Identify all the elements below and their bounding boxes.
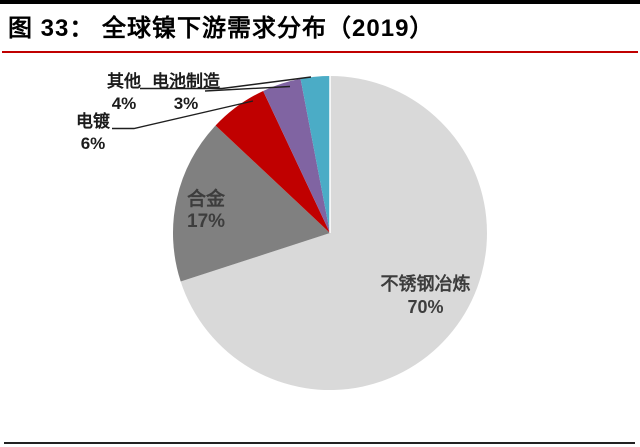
pie-slice-other: [263, 78, 330, 233]
slice-label-text: 电池制造: [152, 72, 220, 91]
bottom-border-rule: [4, 442, 635, 444]
slice-label-pct: 3%: [173, 94, 199, 113]
slice-label-alloy: 合金 17%: [187, 189, 267, 233]
slice-label-other: 其他 4%: [95, 71, 153, 115]
slice-label-text: 合金: [187, 189, 226, 210]
pie-slice-electroplating: [215, 90, 330, 233]
pie-slice-alloy: [172, 125, 330, 282]
slice-label-pct: 17%: [187, 211, 226, 232]
pie-slices-group: [172, 76, 487, 391]
slice-label-text: 电镀: [76, 112, 110, 131]
slice-label-pct: 70%: [407, 297, 444, 317]
leader-line-other: [204, 85, 291, 92]
top-border-rule: [0, 0, 640, 4]
leader-line-electroplating: [112, 100, 254, 130]
title-divider-rule: [2, 51, 638, 53]
slice-label-text: 不锈钢冶炼: [380, 274, 471, 294]
pie-chart: 其他 4% 电池制造 3% 电镀 6% 合金 17% 不锈钢冶炼 70%: [0, 56, 640, 436]
slice-label-text: 其他: [107, 72, 141, 91]
pie-slice-battery-manufacturing: [300, 76, 330, 233]
slice-label-pct: 4%: [111, 94, 137, 113]
slice-label-battery-manufacturing: 电池制造 3%: [145, 71, 227, 115]
pie-slice-stainless-steel-smelting: [180, 76, 487, 391]
slice-label-electroplating: 电镀 6%: [62, 111, 124, 155]
slice-label-stainless-steel-smelting: 不锈钢冶炼 70%: [353, 273, 498, 319]
leader-line-battery-manufacturing: [140, 76, 312, 90]
pie-chart-canvas: [112, 76, 487, 391]
figure-title: 图 33： 全球镍下游需求分布（2019）: [8, 15, 435, 42]
slice-label-pct: 6%: [80, 134, 106, 153]
